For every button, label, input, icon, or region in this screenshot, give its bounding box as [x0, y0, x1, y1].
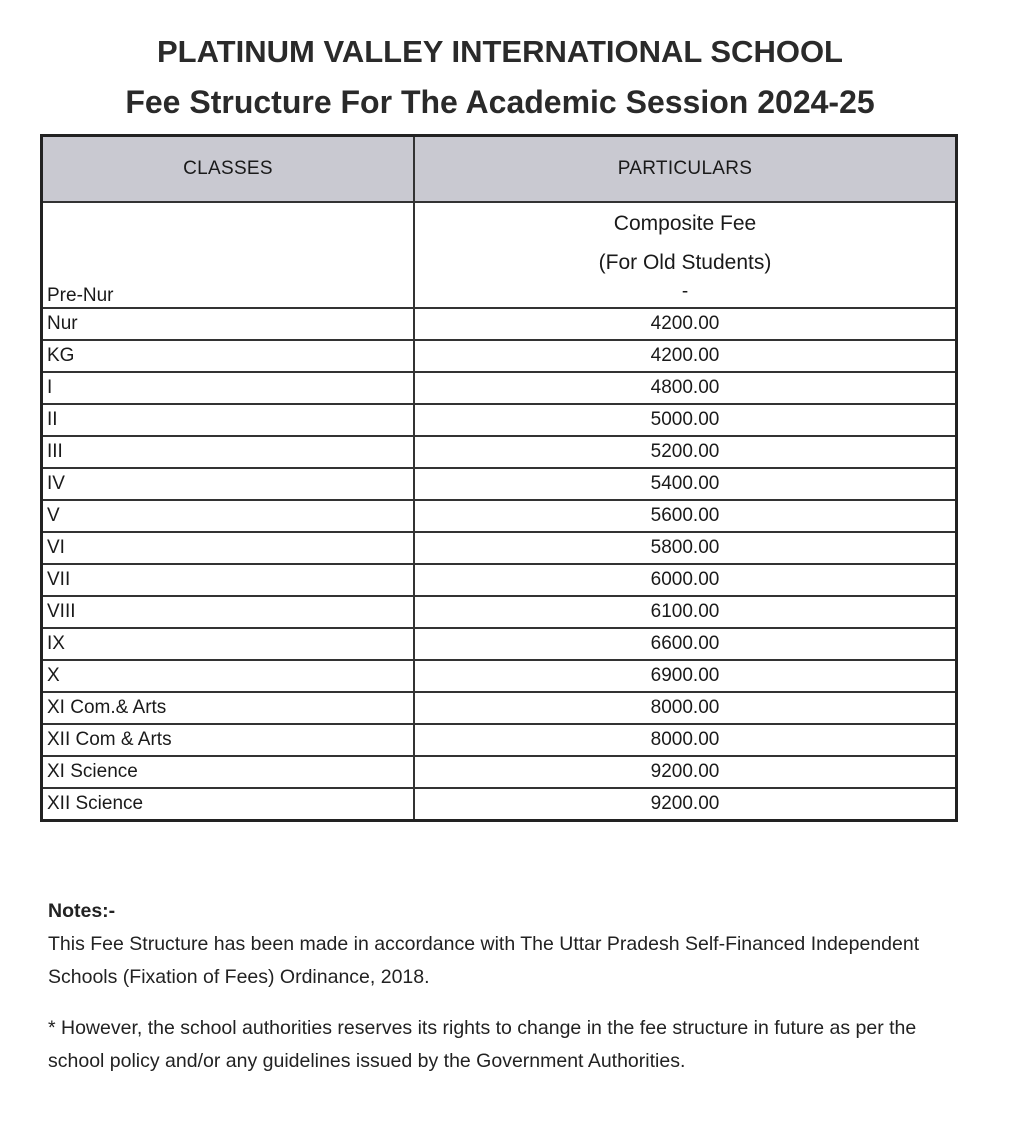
class-cell: V: [40, 499, 415, 533]
class-cell: Pre-Nur: [40, 201, 415, 309]
fee-cell: 6600.00: [413, 627, 958, 661]
fee-cell: 6000.00: [413, 563, 958, 597]
class-cell: I: [40, 371, 415, 405]
fee-cell: 4800.00: [413, 371, 958, 405]
class-cell: IV: [40, 467, 415, 501]
header-particulars: PARTICULARS: [413, 134, 958, 203]
document-title: Fee Structure For The Academic Session 2…: [125, 84, 875, 120]
table-row: VI 5800.00: [40, 531, 958, 565]
class-cell: II: [40, 403, 415, 437]
fee-cell: 4200.00: [413, 307, 958, 341]
fee-cell: 5600.00: [413, 499, 958, 533]
class-cell: IX: [40, 627, 415, 661]
fee-cell: 5200.00: [413, 435, 958, 469]
class-cell: XII Com & Arts: [40, 723, 415, 757]
table-row: I 4800.00: [40, 371, 958, 405]
fee-cell: 4200.00: [413, 339, 958, 373]
school-name: PLATINUM VALLEY INTERNATIONAL SCHOOL: [156, 34, 843, 69]
note-1: This Fee Structure has been made in acco…: [48, 933, 920, 988]
fee-cell: 8000.00: [413, 691, 958, 725]
fee-cell: 6900.00: [413, 659, 958, 693]
notes-section: Notes:- This Fee Structure has been made…: [48, 895, 968, 1096]
header-classes: CLASSES: [40, 134, 415, 203]
fee-cell: 8000.00: [413, 723, 958, 757]
fee-cell: 6100.00: [413, 595, 958, 629]
table-row: II 5000.00: [40, 403, 958, 437]
table-row: X 6900.00: [40, 659, 958, 693]
class-cell: III: [40, 435, 415, 469]
table-row: Pre-Nur Composite Fee (For Old Students)…: [40, 201, 958, 309]
class-cell: XI Science: [40, 755, 415, 789]
fee-cell: 5000.00: [413, 403, 958, 437]
table-row: XI Com.& Arts 8000.00: [40, 691, 958, 725]
table-row: XII Science 9200.00: [40, 787, 958, 822]
table-row: IX 6600.00: [40, 627, 958, 661]
fee-cell: 9200.00: [413, 787, 958, 822]
fee-cell: Composite Fee (For Old Students) -: [413, 201, 958, 309]
class-cell: XI Com.& Arts: [40, 691, 415, 725]
class-cell: Nur: [40, 307, 415, 341]
subheader-line-1: Composite Fee: [613, 212, 757, 235]
fee-cell: 5400.00: [413, 467, 958, 501]
class-cell: XII Science: [40, 787, 415, 822]
table-row: V 5600.00: [40, 499, 958, 533]
table-row: VII 6000.00: [40, 563, 958, 597]
table-row: KG 4200.00: [40, 339, 958, 373]
fee-value: -: [681, 281, 689, 302]
class-cell: VII: [40, 563, 415, 597]
table-row: Nur 4200.00: [40, 307, 958, 341]
table-row: VIII 6100.00: [40, 595, 958, 629]
table-row: III 5200.00: [40, 435, 958, 469]
class-cell: KG: [40, 339, 415, 373]
fee-cell: 5800.00: [413, 531, 958, 565]
fee-cell: 9200.00: [413, 755, 958, 789]
table-row: XI Science 9200.00: [40, 755, 958, 789]
class-cell: VI: [40, 531, 415, 565]
table-header-row: CLASSES PARTICULARS: [40, 134, 958, 203]
note-2: * However, the school authorities reserv…: [48, 1017, 917, 1072]
table-row: XII Com & Arts 8000.00: [40, 723, 958, 757]
class-cell: X: [40, 659, 415, 693]
fee-table: CLASSES PARTICULARS Pre-Nur Composite Fe…: [40, 134, 958, 822]
table-row: IV 5400.00: [40, 467, 958, 501]
class-cell: VIII: [40, 595, 415, 629]
notes-heading: Notes:-: [48, 900, 116, 922]
subheader-line-2: (For Old Students): [598, 251, 772, 274]
